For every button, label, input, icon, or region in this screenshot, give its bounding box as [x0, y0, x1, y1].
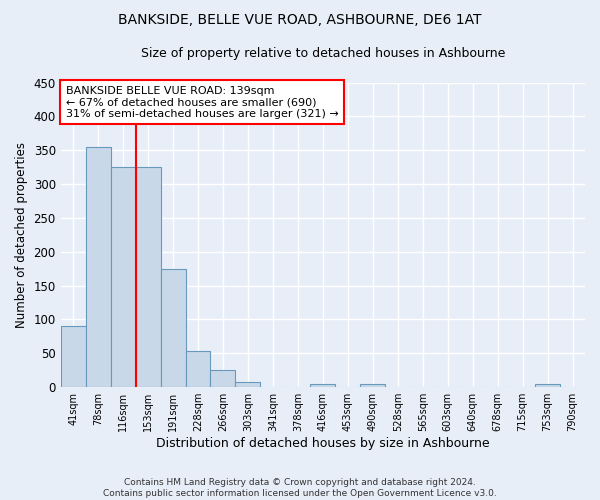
X-axis label: Distribution of detached houses by size in Ashbourne: Distribution of detached houses by size … [156, 437, 490, 450]
Text: BANKSIDE BELLE VUE ROAD: 139sqm
← 67% of detached houses are smaller (690)
31% o: BANKSIDE BELLE VUE ROAD: 139sqm ← 67% of… [66, 86, 338, 118]
Text: Contains HM Land Registry data © Crown copyright and database right 2024.
Contai: Contains HM Land Registry data © Crown c… [103, 478, 497, 498]
Y-axis label: Number of detached properties: Number of detached properties [15, 142, 28, 328]
Bar [360, 384, 385, 387]
Bar [110, 167, 136, 387]
Bar [235, 382, 260, 387]
Bar [61, 326, 86, 387]
Bar [161, 268, 185, 387]
Bar [535, 384, 560, 387]
Bar [86, 147, 110, 387]
Bar [211, 370, 235, 387]
Text: BANKSIDE, BELLE VUE ROAD, ASHBOURNE, DE6 1AT: BANKSIDE, BELLE VUE ROAD, ASHBOURNE, DE6… [118, 12, 482, 26]
Title: Size of property relative to detached houses in Ashbourne: Size of property relative to detached ho… [140, 48, 505, 60]
Bar [310, 384, 335, 387]
Bar [185, 352, 211, 387]
Bar [136, 167, 161, 387]
